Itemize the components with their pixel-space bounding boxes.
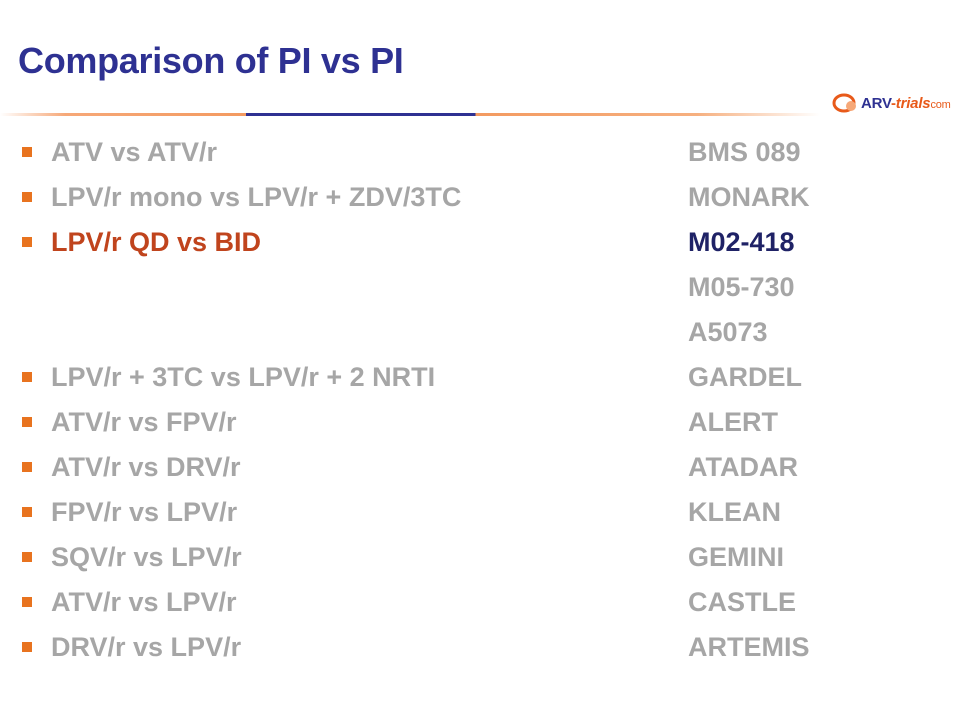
- comparison-label: ATV vs ATV/r: [51, 137, 218, 167]
- list-item: LPV/r + 3TC vs LPV/r + 2 NRTI GARDEL: [18, 355, 938, 400]
- comparison-label: DRV/r vs LPV/r: [51, 632, 242, 662]
- comparison-label: ATV/r vs DRV/r: [51, 452, 241, 482]
- comparison-label: SQV/r vs LPV/r: [51, 542, 242, 572]
- comparison-label: LPV/r mono vs LPV/r + ZDV/3TC: [51, 182, 462, 212]
- comparison-label: LPV/r + 3TC vs LPV/r + 2 NRTI: [51, 362, 436, 392]
- list-item: ATV/r vs DRV/r ATADAR: [18, 445, 938, 490]
- trial-names: GEMINI: [688, 535, 784, 580]
- trial-names: KLEAN: [688, 490, 781, 535]
- trial-names: MONARK: [688, 175, 810, 220]
- trial-name: GARDEL: [688, 362, 802, 392]
- square-bullet-icon: [22, 552, 32, 562]
- trial-name: KLEAN: [688, 497, 781, 527]
- trial-names: GARDEL: [688, 355, 802, 400]
- trial-names: BMS 089: [688, 130, 801, 175]
- logo-com: com: [930, 98, 951, 111]
- title-divider: [0, 113, 820, 116]
- square-bullet-icon: [22, 597, 32, 607]
- trial-name: ALERT: [688, 407, 778, 437]
- comparison-label: ATV/r vs FPV/r: [51, 407, 237, 437]
- trial-names: ALERT: [688, 400, 778, 445]
- list-item: ATV/r vs LPV/r CASTLE: [18, 580, 938, 625]
- comparison-label: LPV/r QD vs BID: [51, 227, 262, 257]
- logo-text: ARV-trialscom: [861, 95, 951, 112]
- logo-swoosh-icon: [832, 93, 856, 113]
- square-bullet-icon: [22, 192, 32, 202]
- list-item-highlighted: LPV/r QD vs BID M02-418 M05-730 A5073: [18, 220, 938, 355]
- square-bullet-icon: [22, 237, 32, 247]
- square-bullet-icon: [22, 417, 32, 427]
- trial-name: ARTEMIS: [688, 632, 810, 662]
- trial-name: M02-418: [688, 227, 795, 257]
- square-bullet-icon: [22, 147, 32, 157]
- list-item: ATV vs ATV/r BMS 089: [18, 130, 938, 175]
- trial-name: GEMINI: [688, 542, 785, 572]
- trial-names: CASTLE: [688, 580, 796, 625]
- trial-name: MONARK: [688, 182, 810, 212]
- trial-name: CASTLE: [688, 587, 796, 617]
- comparison-label: FPV/r vs LPV/r: [51, 497, 238, 527]
- square-bullet-icon: [22, 642, 32, 652]
- trial-names: M02-418 M05-730 A5073: [688, 220, 795, 355]
- list-item: LPV/r mono vs LPV/r + ZDV/3TC MONARK: [18, 175, 938, 220]
- arv-trials-logo: ARV-trialscom: [832, 90, 951, 116]
- list-item: ATV/r vs FPV/r ALERT: [18, 400, 938, 445]
- list-item: DRV/r vs LPV/r ARTEMIS: [18, 625, 938, 670]
- logo-dash: -: [890, 94, 896, 112]
- trial-name: M05-730: [688, 272, 795, 302]
- comparison-list: ATV vs ATV/r BMS 089 LPV/r mono vs LPV/r…: [18, 130, 938, 670]
- logo-brand: ARV: [861, 94, 891, 112]
- square-bullet-icon: [22, 507, 32, 517]
- trial-names: ARTEMIS: [688, 625, 810, 670]
- trial-name: ATADAR: [688, 452, 798, 482]
- comparison-label: ATV/r vs LPV/r: [51, 587, 237, 617]
- square-bullet-icon: [22, 372, 32, 382]
- trial-name: A5073: [688, 317, 768, 347]
- square-bullet-icon: [22, 462, 32, 472]
- trial-name: BMS 089: [688, 137, 801, 167]
- list-item: SQV/r vs LPV/r GEMINI: [18, 535, 938, 580]
- slide-title: Comparison of PI vs PI: [18, 40, 404, 81]
- list-item: FPV/r vs LPV/r KLEAN: [18, 490, 938, 535]
- logo-trials: trials: [895, 94, 931, 112]
- trial-names: ATADAR: [688, 445, 798, 490]
